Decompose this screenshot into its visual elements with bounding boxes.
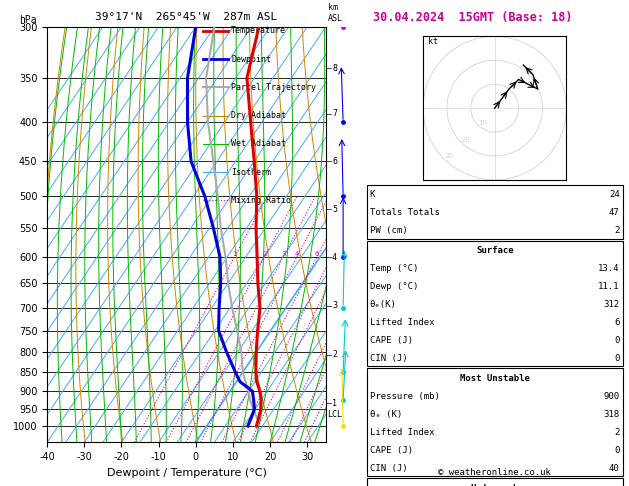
Text: CAPE (J): CAPE (J) xyxy=(370,446,413,455)
Text: Mixing Ratio: Mixing Ratio xyxy=(231,196,291,205)
Text: hPa: hPa xyxy=(19,15,37,25)
Text: 3: 3 xyxy=(281,251,286,257)
Text: 312: 312 xyxy=(603,300,620,309)
Text: 30.04.2024  15GMT (Base: 18): 30.04.2024 15GMT (Base: 18) xyxy=(373,11,572,24)
Text: Temperature: Temperature xyxy=(231,26,286,35)
Text: 0: 0 xyxy=(614,336,620,345)
Text: 900: 900 xyxy=(603,392,620,401)
Text: 11.1: 11.1 xyxy=(598,282,620,291)
Text: 4: 4 xyxy=(295,251,299,257)
Text: kt: kt xyxy=(428,36,438,46)
Text: 6: 6 xyxy=(332,156,337,166)
Text: CAPE (J): CAPE (J) xyxy=(370,336,413,345)
Text: Surface: Surface xyxy=(476,246,513,255)
Text: Lifted Index: Lifted Index xyxy=(370,318,435,327)
Text: PW (cm): PW (cm) xyxy=(370,226,408,235)
Text: 0: 0 xyxy=(614,354,620,363)
Text: 13.4: 13.4 xyxy=(598,264,620,273)
Text: θₑ(K): θₑ(K) xyxy=(370,300,397,309)
Text: θₑ (K): θₑ (K) xyxy=(370,410,402,419)
Text: Dewpoint: Dewpoint xyxy=(231,54,271,64)
Text: 10: 10 xyxy=(478,120,487,126)
Text: 2: 2 xyxy=(614,428,620,437)
Text: Dewp (°C): Dewp (°C) xyxy=(370,282,418,291)
Text: 7: 7 xyxy=(332,109,337,118)
Text: 5: 5 xyxy=(332,205,337,214)
Text: Dry Adiabat: Dry Adiabat xyxy=(231,111,286,120)
Text: 2: 2 xyxy=(332,350,337,360)
Text: K: K xyxy=(370,190,376,199)
Text: Wet Adiabat: Wet Adiabat xyxy=(231,139,286,148)
Text: Totals Totals: Totals Totals xyxy=(370,208,440,217)
Text: 4: 4 xyxy=(332,253,337,261)
Text: 2: 2 xyxy=(614,226,620,235)
Text: 47: 47 xyxy=(609,208,620,217)
Text: 20: 20 xyxy=(461,137,470,142)
Text: CIN (J): CIN (J) xyxy=(370,354,408,363)
Text: © weatheronline.co.uk: © weatheronline.co.uk xyxy=(438,468,551,477)
Text: 3: 3 xyxy=(332,301,337,311)
Text: 40: 40 xyxy=(609,464,620,473)
Text: 30: 30 xyxy=(445,153,454,159)
Text: 0: 0 xyxy=(614,446,620,455)
Text: 24: 24 xyxy=(609,190,620,199)
Text: Parcel Trajectory: Parcel Trajectory xyxy=(231,83,316,92)
Text: 318: 318 xyxy=(603,410,620,419)
Text: 39°17'N  265°45'W  287m ASL: 39°17'N 265°45'W 287m ASL xyxy=(96,12,277,22)
Text: Pressure (mb): Pressure (mb) xyxy=(370,392,440,401)
X-axis label: Dewpoint / Temperature (°C): Dewpoint / Temperature (°C) xyxy=(106,468,267,478)
Text: 6: 6 xyxy=(614,318,620,327)
Text: 6: 6 xyxy=(314,251,320,257)
Text: Isotherm: Isotherm xyxy=(231,168,271,177)
Text: Most Unstable: Most Unstable xyxy=(460,374,530,383)
Text: 8: 8 xyxy=(332,64,337,73)
Text: Lifted Index: Lifted Index xyxy=(370,428,435,437)
Text: 1: 1 xyxy=(332,399,337,408)
Text: CIN (J): CIN (J) xyxy=(370,464,408,473)
Text: 1: 1 xyxy=(232,251,237,257)
Text: km
ASL: km ASL xyxy=(328,3,343,22)
Text: LCL: LCL xyxy=(327,410,342,419)
Text: Temp (°C): Temp (°C) xyxy=(370,264,418,273)
Text: Hodograph: Hodograph xyxy=(470,484,519,486)
Text: 2: 2 xyxy=(262,251,267,257)
